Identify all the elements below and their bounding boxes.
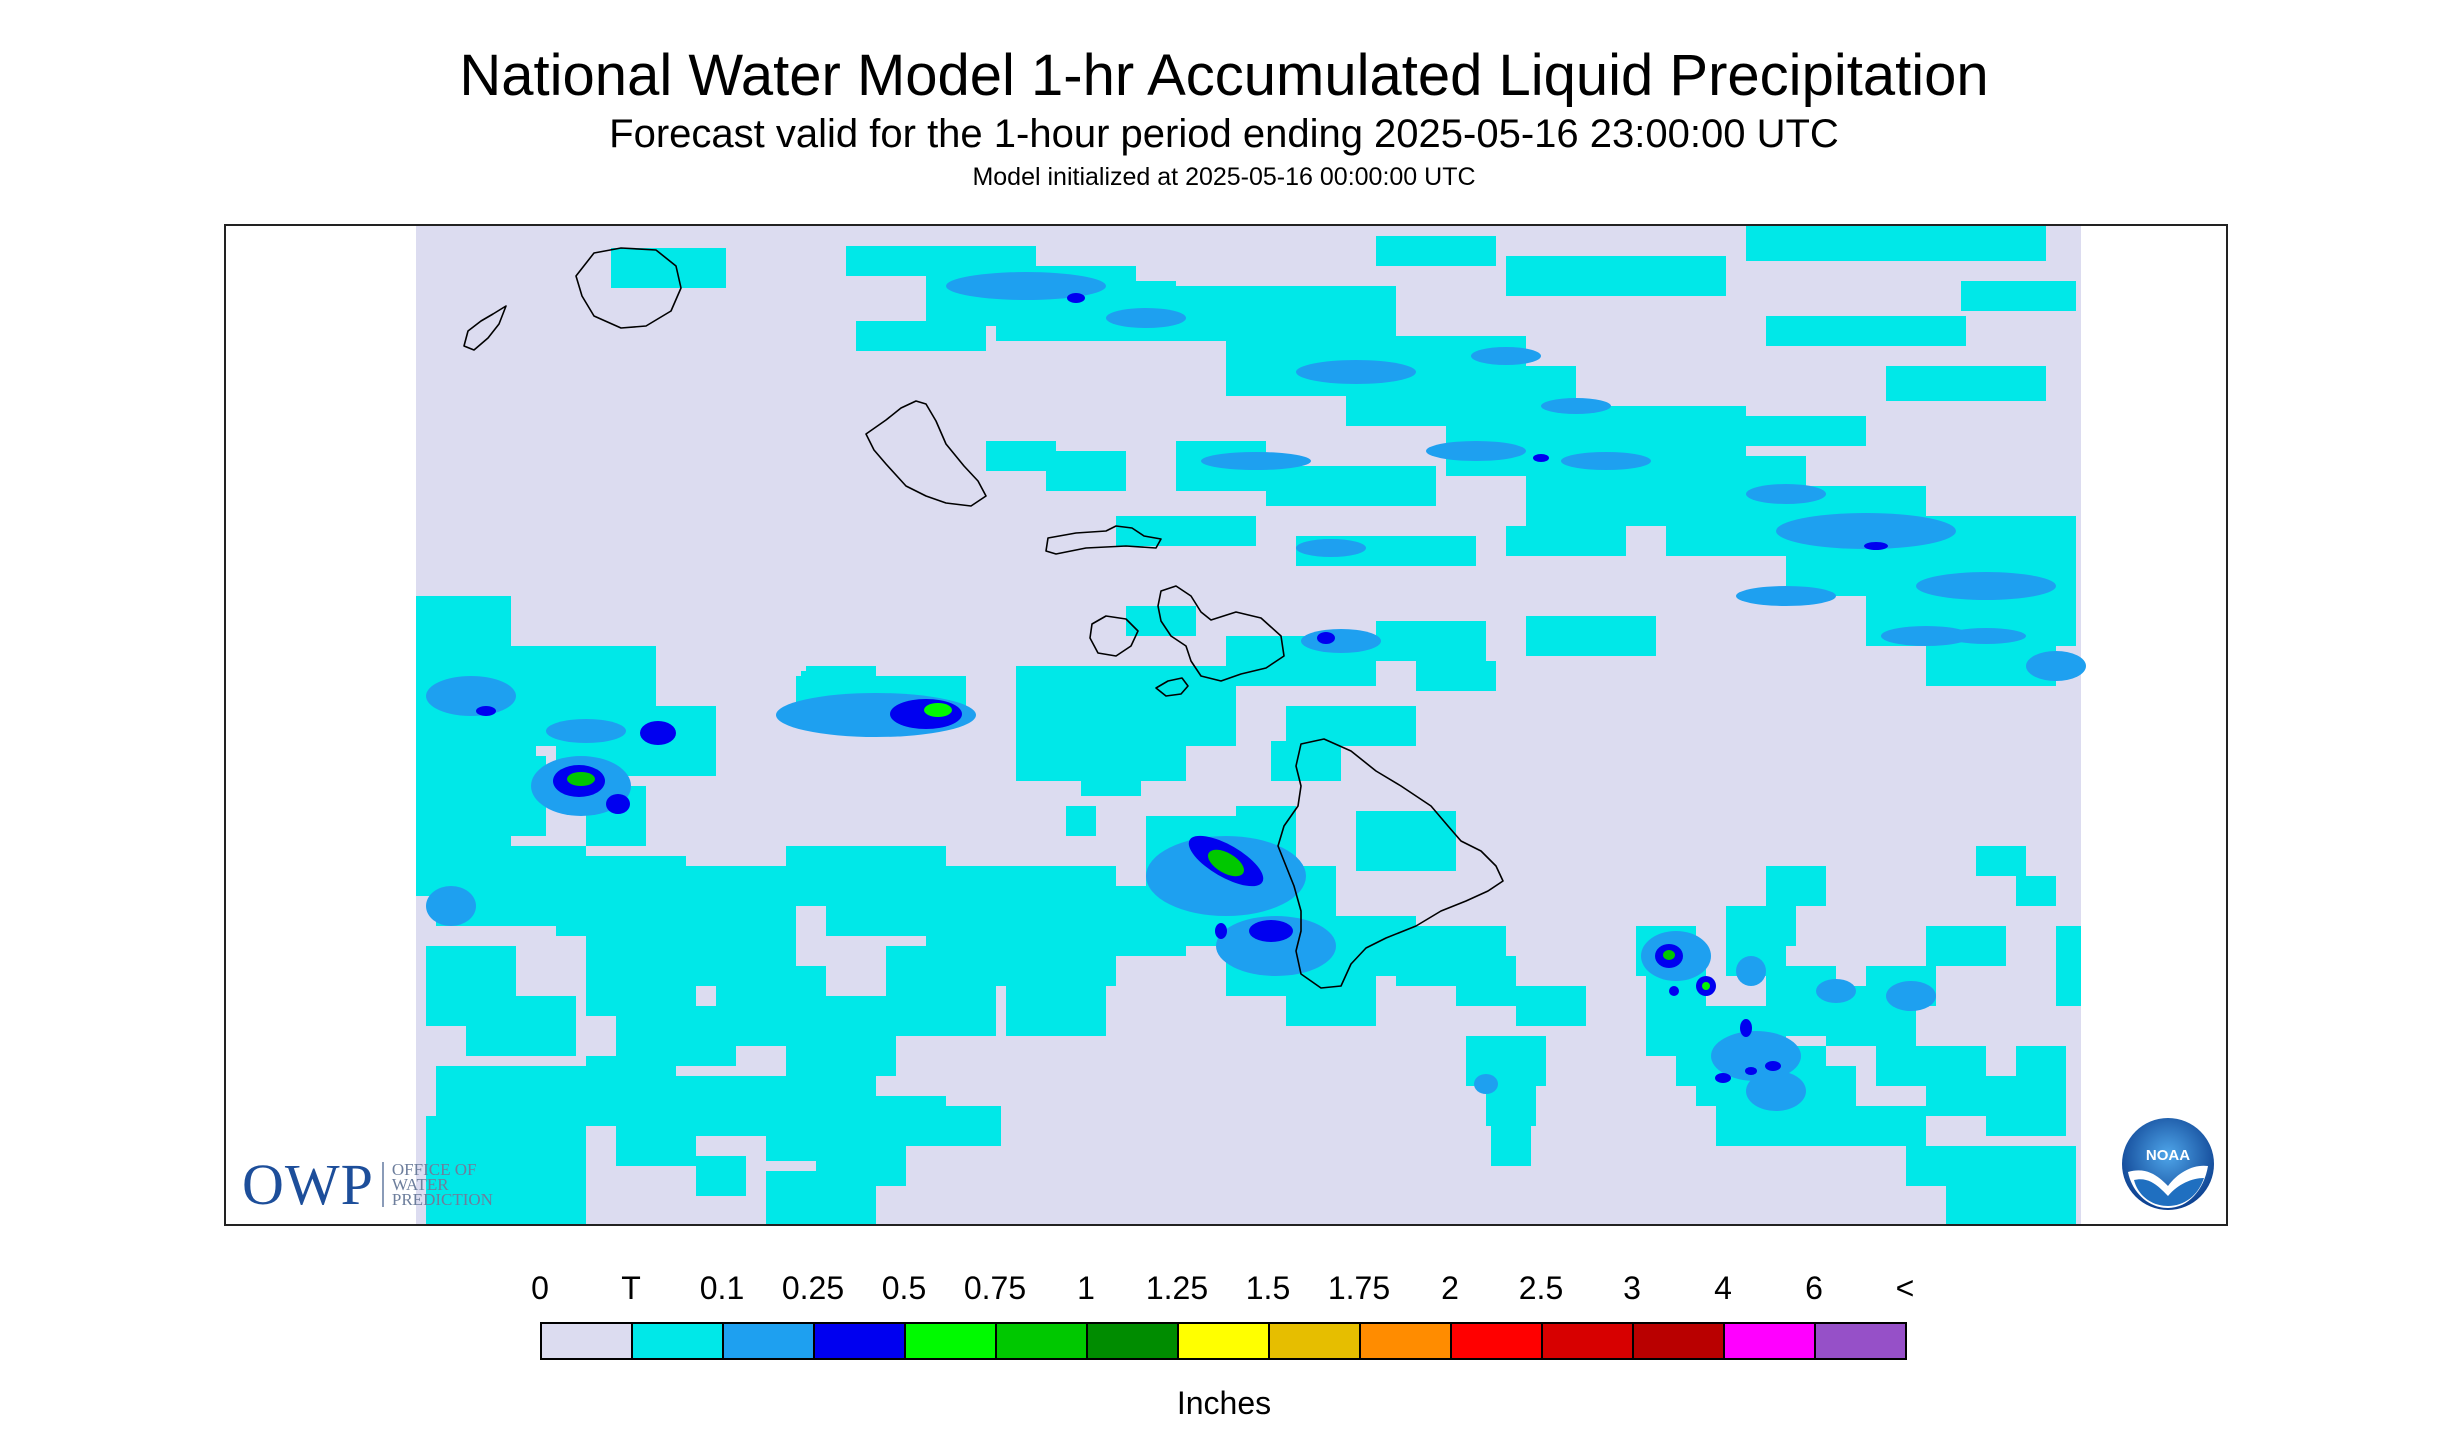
- owp-letters: OWP: [242, 1151, 374, 1217]
- owp-sub-line: WATER: [391, 1174, 449, 1194]
- legend-swatch: [1268, 1322, 1361, 1360]
- map-canvas: [416, 226, 2086, 1224]
- legend-tick: 2.5: [1518, 1270, 1564, 1306]
- molokai-coastline: [1045, 525, 1162, 555]
- legend-tick: 3: [1623, 1270, 1641, 1306]
- legend-swatch: [1814, 1322, 1907, 1360]
- lanai-coastline: [1089, 615, 1139, 657]
- legend-swatch: [631, 1322, 724, 1360]
- island-coastlines: [463, 247, 1504, 989]
- legend-tick: 1.25: [1145, 1270, 1209, 1306]
- legend-tick: 1: [1077, 1270, 1095, 1306]
- legend-swatch: [995, 1322, 1088, 1360]
- legend-tick: 0.1: [699, 1270, 745, 1306]
- legend-tick: 0: [531, 1270, 549, 1306]
- precipitation-map: OWP OFFICE OF WATER PREDICTION NOAA: [224, 224, 2228, 1226]
- legend-swatch: [1723, 1322, 1816, 1360]
- hawaii-coastline: [1277, 738, 1504, 989]
- owp-logo: OWP OFFICE OF WATER PREDICTION: [242, 1152, 493, 1217]
- niihau-coastline: [463, 305, 507, 351]
- legend-tick: 0.75: [963, 1270, 1027, 1306]
- kahoolawe-coastline: [1155, 677, 1189, 697]
- legend-tick: 0.5: [881, 1270, 927, 1306]
- chart-subtitle: Forecast valid for the 1-hour period end…: [609, 112, 1839, 156]
- legend-tick: 4: [1714, 1270, 1732, 1306]
- owp-sub-line: OFFICE OF: [391, 1159, 477, 1179]
- chart-title: National Water Model 1-hr Accumulated Li…: [459, 43, 1989, 108]
- noaa-logo: NOAA: [2122, 1118, 2214, 1210]
- legend-swatch: [540, 1322, 633, 1360]
- legend-units: Inches: [1176, 1385, 1272, 1421]
- legend-tick: 1.75: [1327, 1270, 1391, 1306]
- owp-sub-line: PREDICTION: [391, 1189, 493, 1209]
- legend-swatch: [1632, 1322, 1725, 1360]
- legend-tick: T: [621, 1270, 641, 1306]
- legend-tick: 1.5: [1245, 1270, 1291, 1306]
- model-init-line: Model initialized at 2025-05-16 00:00:00…: [972, 163, 1476, 191]
- light-precip-areas: [426, 272, 2086, 1111]
- legend-swatch: [1359, 1322, 1452, 1360]
- legend-tick: 0.25: [781, 1270, 845, 1306]
- kauai-coastline: [575, 247, 682, 329]
- legend-swatch: [1086, 1322, 1179, 1360]
- color-legend: 0 T 0.1 0.25 0.5 0.75 1 1.25 1.5 1.75 2 …: [531, 1270, 1914, 1370]
- precip-field: [416, 226, 2086, 1224]
- legend-swatch: [1177, 1322, 1270, 1360]
- legend-swatch: [813, 1322, 906, 1360]
- owp-subtitle: OFFICE OF WATER PREDICTION: [381, 1159, 493, 1209]
- legend-swatch: [904, 1322, 997, 1360]
- legend-tick: 6: [1805, 1270, 1823, 1306]
- legend-swatch: [722, 1322, 815, 1360]
- legend-swatch: [1541, 1322, 1634, 1360]
- heavy-precip-areas: [567, 703, 1710, 990]
- noaa-text: NOAA: [2146, 1147, 2190, 1164]
- legend-swatch: [1450, 1322, 1543, 1360]
- legend-tick: <: [1895, 1270, 1915, 1306]
- maui-coastline: [1157, 585, 1285, 682]
- oahu-coastline: [865, 400, 987, 507]
- legend-tick: 2: [1441, 1270, 1459, 1306]
